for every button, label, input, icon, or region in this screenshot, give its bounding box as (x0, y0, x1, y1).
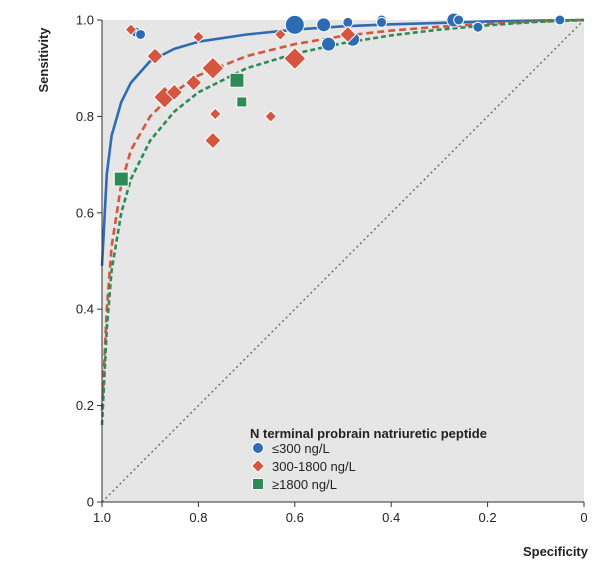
data-point-circle-9 (376, 16, 388, 28)
data-point-diamond-5 (184, 73, 203, 92)
data-point-square-1 (113, 171, 129, 187)
data-point-square-3 (236, 96, 248, 108)
x-tick-label: 0.6 (286, 510, 304, 525)
data-point-circle-4 (316, 17, 332, 33)
data-point-circle-3 (284, 14, 305, 35)
sroc-curve-2 (100, 18, 585, 411)
x-tick-label: 0.2 (479, 510, 497, 525)
y-tick-label: 0 (87, 495, 94, 510)
data-point-square-2 (229, 72, 245, 88)
legend-label-2: 300-1800 ng/L (272, 459, 356, 474)
data-point-diamond-4 (201, 56, 225, 80)
x-tick-label: 0 (580, 510, 587, 525)
legend-title: N terminal probrain natriuretic peptide (250, 426, 487, 441)
x-axis-title: Specificity (523, 544, 589, 559)
reference-diagonal (101, 19, 585, 503)
y-axis-title: Sensitivity (36, 27, 51, 93)
legend-marker-3 (252, 478, 264, 490)
data-point-diamond-12 (273, 28, 287, 41)
data-point-diamond-8 (208, 107, 222, 121)
data-point-circle-12 (472, 21, 484, 33)
x-tick-label: 0.4 (382, 510, 400, 525)
x-tick-label: 1.0 (93, 510, 111, 525)
y-tick-label: 0.8 (76, 109, 94, 124)
data-point-diamond-7 (165, 83, 184, 102)
data-point-circle-7 (321, 36, 337, 52)
x-tick-label: 0.8 (189, 510, 207, 525)
data-point-diamond-1 (124, 23, 138, 37)
y-tick-label: 0.6 (76, 205, 94, 220)
y-tick-label: 0.4 (76, 302, 94, 317)
data-point-diamond-13 (339, 25, 357, 44)
legend-label-3: ≥1800 ng/L (272, 477, 337, 492)
y-tick-label: 0.2 (76, 398, 94, 413)
legend-label-1: ≤300 ng/L (272, 441, 330, 456)
y-tick-label: 1.0 (76, 13, 94, 28)
data-point-diamond-9 (264, 109, 278, 123)
legend-marker-1 (252, 442, 264, 454)
data-point-diamond-11 (283, 46, 307, 71)
data-point-diamond-2 (191, 30, 205, 44)
legend-marker-2 (250, 458, 266, 474)
data-point-circle-13 (554, 14, 566, 26)
sroc-curve-3 (100, 18, 585, 425)
data-point-diamond-10 (204, 131, 222, 150)
data-point-circle-11 (453, 14, 465, 26)
data-point-diamond-3 (146, 47, 164, 65)
data-point-circle-2 (135, 28, 147, 40)
